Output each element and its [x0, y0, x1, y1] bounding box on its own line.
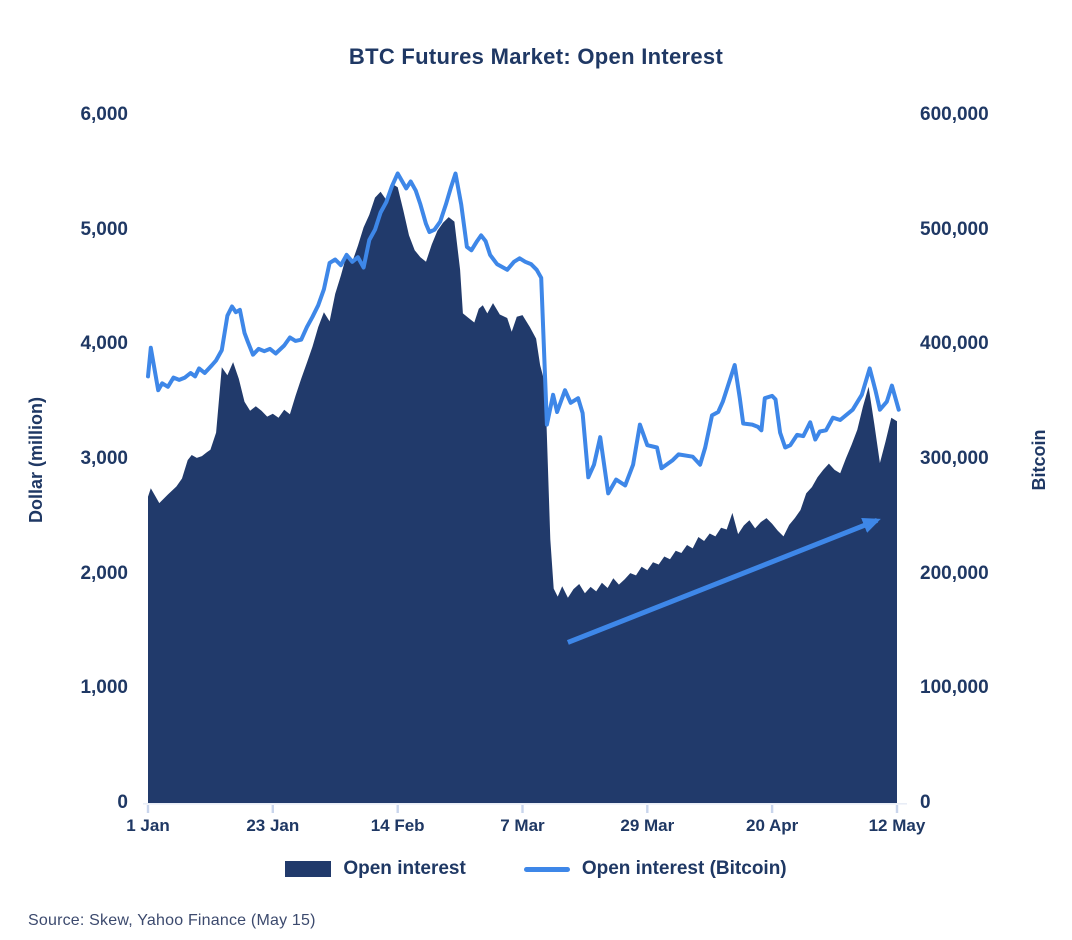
x-tick-mark — [646, 805, 649, 813]
left-axis-tick-label: 4,000 — [80, 333, 128, 355]
left-axis-tick-label: 1,000 — [80, 677, 128, 699]
area-swatch-icon — [285, 861, 332, 877]
legend-label: Open interest — [343, 858, 466, 879]
x-axis-baseline — [143, 803, 907, 805]
x-tick-mark — [521, 805, 524, 813]
x-tick-mark — [895, 805, 899, 813]
legend-item-open-interest-bitcoin: Open interest (Bitcoin) — [523, 858, 787, 880]
left-axis-tick-label: 6,000 — [80, 104, 128, 125]
left-axis-title: Dollar (million) — [26, 397, 46, 523]
right-axis-tick-label: 500,000 — [920, 218, 989, 240]
x-axis-label: 20 Apr — [745, 816, 799, 835]
right-axis-tick-label: 100,000 — [920, 677, 989, 699]
x-axis-label: 23 Jan — [246, 816, 300, 835]
left-axis-tick-label: 3,000 — [80, 448, 128, 469]
legend-item-open-interest: Open interest — [285, 858, 466, 880]
x-axis-label: 12 May — [868, 816, 926, 835]
right-axis-tick-label: 400,000 — [920, 333, 989, 355]
source-note: Source: Skew, Yahoo Finance (May 15) — [28, 912, 316, 929]
left-axis-tick-label: 2,000 — [80, 562, 128, 584]
line-swatch-icon — [523, 866, 570, 872]
right-axis-title: Bitcoin — [1029, 429, 1049, 491]
left-axis-tick-label: 0 — [117, 792, 128, 813]
x-axis-label: 14 Feb — [370, 816, 425, 835]
legend: Open interest Open interest (Bitcoin) — [0, 858, 1072, 880]
open-interest-bitcoin-line — [146, 171, 901, 496]
right-axis-tick-label: 300,000 — [920, 448, 989, 469]
x-axis-tick-marks — [146, 805, 899, 813]
right-axis-tick-label: 600,000 — [920, 104, 989, 125]
x-tick-mark — [271, 805, 274, 813]
right-axis-tick-label: 200,000 — [920, 562, 989, 584]
x-tick-mark — [770, 805, 774, 813]
x-axis-label: 29 Mar — [620, 816, 675, 835]
open-interest-area — [148, 183, 897, 804]
right-axis-tick-label: 0 — [920, 792, 931, 813]
trend-arrow — [566, 518, 881, 645]
left-axis-tick-label: 5,000 — [80, 218, 128, 240]
x-axis-label: 1 Jan — [126, 816, 170, 835]
chart-title: BTC Futures Market: Open Interest — [348, 44, 724, 69]
x-axis-label: 7 Mar — [500, 816, 545, 835]
x-tick-mark — [146, 805, 150, 813]
legend-label: Open interest (Bitcoin) — [581, 858, 787, 879]
x-tick-mark — [396, 805, 399, 813]
